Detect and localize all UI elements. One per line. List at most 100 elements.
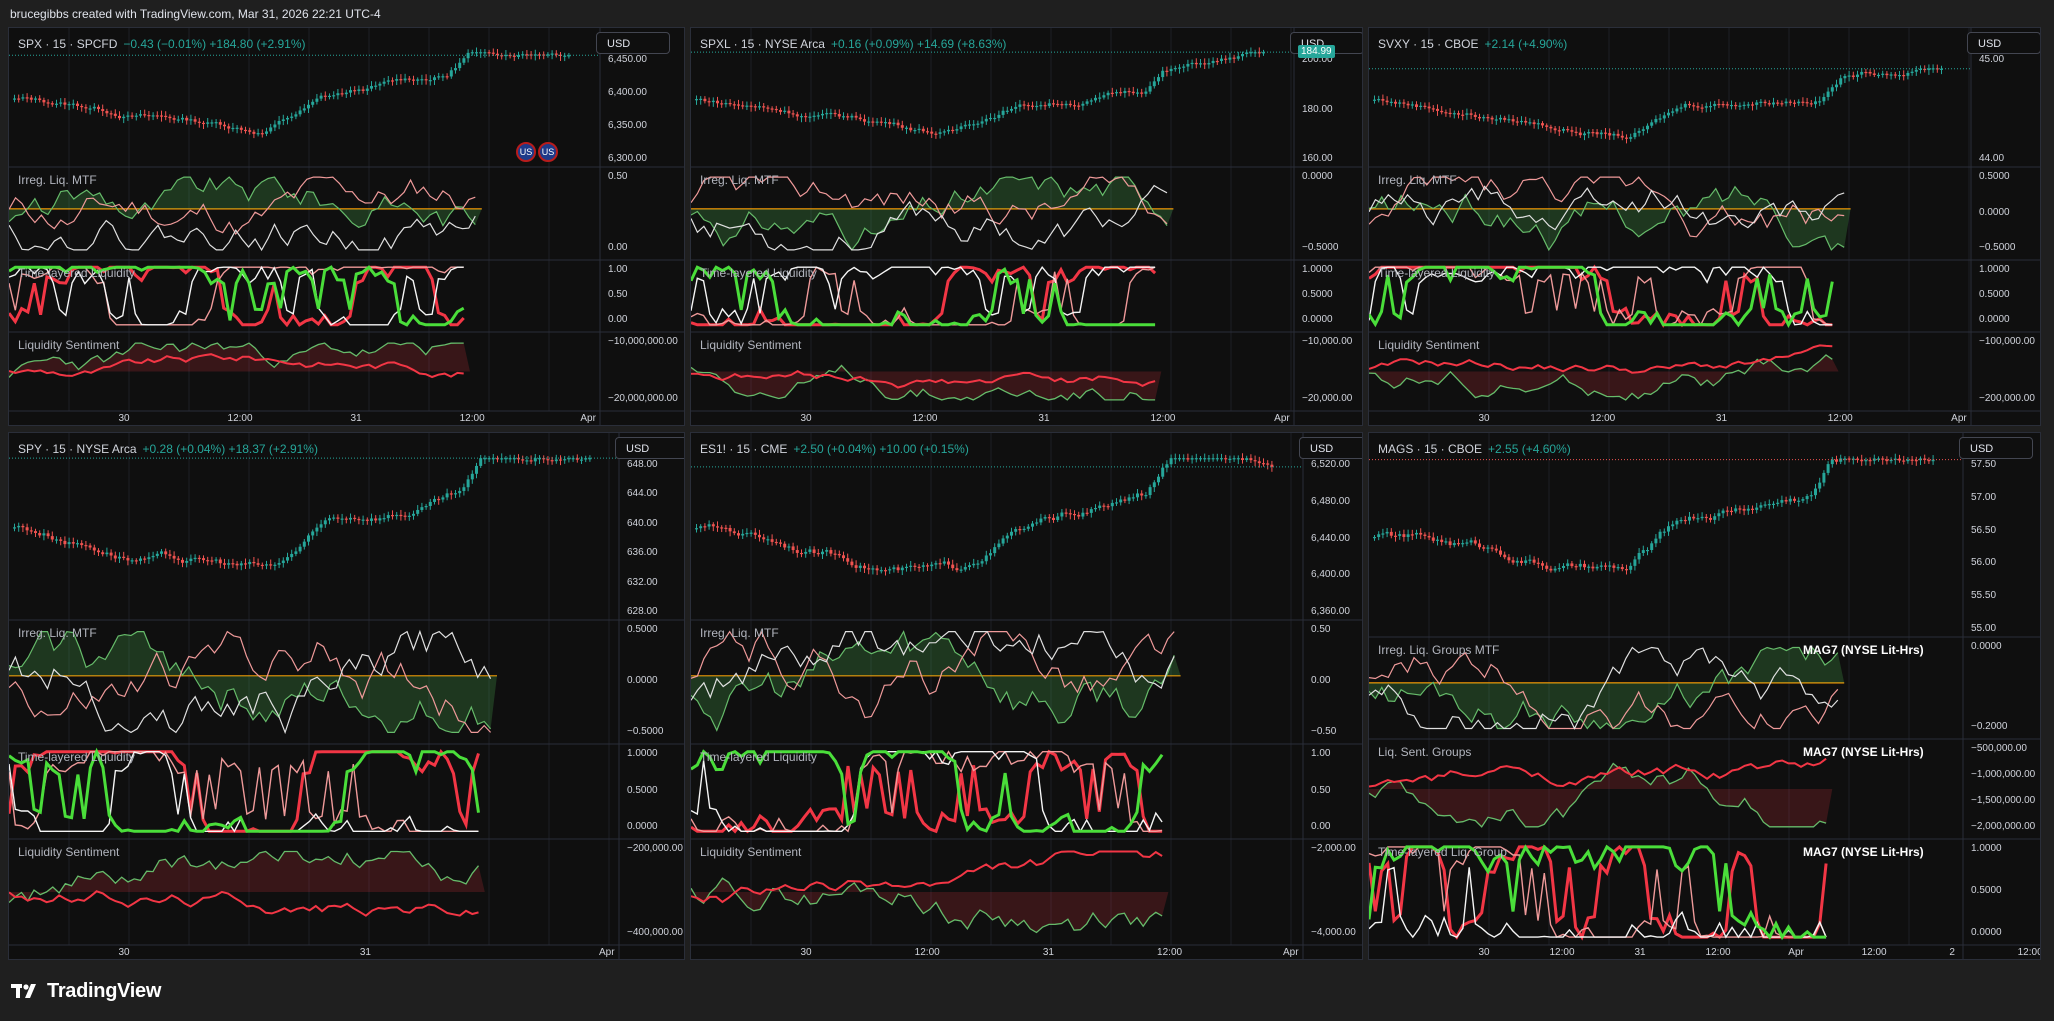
price-axis-label: 57.50	[1971, 459, 1997, 470]
indicator-label[interactable]: Irreg. Liq. MTF	[700, 173, 779, 187]
symbol-legend[interactable]: SPX · 15 · SPCFD −0.43 (−0.01%) +184.80 (…	[18, 37, 306, 51]
indicator-label[interactable]: Liquidity Sentiment	[18, 845, 120, 859]
price-change: +0.16 (+0.09%) +14.69 (+8.63%)	[830, 37, 1007, 51]
indicator-axis-label: −20,000.00	[1302, 393, 1353, 404]
symbol-name: MAGS · 15 · CBOE	[1378, 442, 1483, 456]
time-axis-label: 12:00	[1549, 947, 1575, 958]
price-axis-label: 6,300.00	[608, 153, 647, 164]
time-axis-label: Apr	[599, 947, 615, 958]
indicator-label[interactable]: Liquidity Sentiment	[700, 845, 802, 859]
symbol-legend[interactable]: SPY · 15 · NYSE Arca +0.28 (+0.04%) +18.3…	[18, 442, 318, 456]
time-axis-label: 12:00	[2017, 947, 2041, 958]
price-axis-label: 644.00	[627, 488, 658, 500]
time-axis-label: 30	[118, 947, 130, 958]
currency-button[interactable]: USD	[1299, 437, 1362, 459]
chart-panel[interactable]: ES1! · 15 · CME +2.50 (+0.04%) +10.00 (+0…	[690, 432, 1363, 960]
indicator-label[interactable]: Liq. Sent. Groups	[1378, 745, 1472, 759]
footer-bar: TradingView	[0, 965, 2054, 1021]
indicator-plot-tl	[691, 265, 1157, 327]
indicator-axis-label: −10,000,000.00	[608, 336, 678, 347]
time-axis-label: 30	[118, 413, 130, 424]
indicator-label[interactable]: Liquidity Sentiment	[18, 338, 120, 352]
us-flag-event-icon[interactable]: US	[516, 142, 536, 162]
indicator-axis-label: 0.00	[608, 314, 628, 325]
price-axis-label: 636.00	[627, 547, 658, 559]
symbol-name: ES1! · 15 · CME	[700, 442, 788, 456]
indicator-plot-sent	[1369, 344, 1839, 401]
indicator-label[interactable]: Time-layered Liquidity	[1378, 266, 1495, 280]
chart-canvas[interactable]	[9, 433, 685, 960]
indicator-label[interactable]: Liquidity Sentiment	[700, 338, 802, 352]
time-axis-label: 12:00	[1861, 947, 1887, 958]
indicator-label[interactable]: Time-layered Liquidity	[700, 266, 817, 280]
time-axis-label: 31	[359, 947, 371, 958]
price-axis-label: 56.00	[1971, 557, 1997, 569]
price-candles	[695, 47, 1265, 139]
indicator-axis-label: −400,000.00	[627, 927, 683, 938]
price-axis-label: 6,350.00	[608, 120, 647, 131]
indicator-label[interactable]: Liquidity Sentiment	[1378, 338, 1480, 352]
indicator-plot-tl	[1369, 264, 1834, 329]
indicator-label[interactable]: Time-layered Liquidity	[18, 750, 135, 764]
price-axis-label: 57.00	[1971, 491, 1997, 503]
chart-panel[interactable]: SPX · 15 · SPCFD −0.43 (−0.01%) +184.80 (…	[8, 27, 685, 426]
chart-canvas[interactable]	[1369, 433, 2041, 960]
indicator-axis-label: −0.5000	[1979, 242, 2016, 253]
chart-panel[interactable]: SPXL · 15 · NYSE Arca +0.16 (+0.09%) +14.…	[690, 27, 1363, 426]
indicator-axis-label: −1,500,000.00	[1971, 795, 2036, 806]
price-change: −0.43 (−0.01%) +184.80 (+2.91%)	[123, 37, 306, 51]
chart-canvas[interactable]	[691, 433, 1363, 960]
price-change: +2.55 (+4.60%)	[1488, 442, 1571, 456]
price-axis-label: 56.50	[1971, 524, 1997, 536]
indicator-axis-label: −500,000.00	[1971, 743, 2027, 754]
chart-panel[interactable]: SPY · 15 · NYSE Arca +0.28 (+0.04%) +18.3…	[8, 432, 685, 960]
time-axis-label: 12:00	[914, 947, 940, 958]
indicator-label[interactable]: Time-layered Liq. Group	[1378, 845, 1507, 859]
time-axis-label: 31	[1634, 947, 1646, 958]
last-price-tag: 184.99	[1298, 45, 1335, 59]
indicator-axis-label: −4,000.00	[1311, 927, 1356, 938]
symbol-legend[interactable]: ES1! · 15 · CME +2.50 (+0.04%) +10.00 (+0…	[700, 442, 969, 456]
indicator-plot-tl	[9, 747, 480, 834]
indicator-axis-label: 0.5000	[627, 624, 658, 635]
currency-button[interactable]: USD	[1959, 437, 2033, 459]
chart-panel[interactable]: SVXY · 15 · CBOE +2.14 (+4.90%) USD 45.00 44…	[1368, 27, 2041, 426]
price-change: +2.50 (+0.04%) +10.00 (+0.15%)	[793, 442, 969, 456]
indicator-label[interactable]: Irreg. Liq. MTF	[18, 626, 97, 640]
indicator-axis-label: −1,000,000.00	[1971, 769, 2036, 780]
chart-panel[interactable]: MAGS · 15 · CBOE +2.55 (+4.60%) USD 57.50 57…	[1368, 432, 2041, 960]
symbol-name: SPXL · 15 · NYSE Arca	[700, 37, 825, 51]
chart-canvas[interactable]	[1369, 28, 2041, 426]
indicator-axis-label: 0.0000	[1979, 314, 2010, 325]
indicator-axis-label: 0.0000	[627, 821, 658, 832]
indicator-axis-label: −2,000.00	[1311, 843, 1356, 854]
indicator-label[interactable]: Irreg. Liq. MTF	[18, 173, 97, 187]
indicator-axis-label: 0.0000	[1302, 171, 1333, 182]
symbol-legend[interactable]: MAGS · 15 · CBOE +2.55 (+4.60%)	[1378, 442, 1571, 456]
time-axis-label: 12:00	[1827, 413, 1853, 424]
us-flag-event-icon[interactable]: US	[538, 142, 558, 162]
indicator-label[interactable]: Time-layered Liquidity	[18, 266, 135, 280]
indicator-label[interactable]: Irreg. Liq. MTF	[1378, 173, 1457, 187]
tradingview-logo[interactable]: TradingView	[11, 979, 161, 1003]
chart-canvas[interactable]	[691, 28, 1363, 426]
symbol-legend[interactable]: SVXY · 15 · CBOE +2.14 (+4.90%)	[1378, 37, 1567, 51]
indicator-plot-sent	[691, 364, 1162, 401]
indicator-axis-label: −2,000,000.00	[1971, 821, 2036, 832]
currency-button[interactable]: USD	[596, 32, 670, 54]
price-candles	[13, 453, 592, 571]
indicator-label[interactable]: Irreg. Liq. Groups MTF	[1378, 643, 1500, 657]
indicator-label[interactable]: Time-layered Liquidity	[700, 750, 817, 764]
symbol-legend[interactable]: SPXL · 15 · NYSE Arca +0.16 (+0.09%) +14.…	[700, 37, 1006, 51]
symbol-name: SPY · 15 · NYSE Arca	[18, 442, 137, 456]
currency-button[interactable]: USD	[1967, 32, 2040, 54]
indicator-axis-label: 0.00	[1311, 821, 1331, 832]
time-axis-label: 12:00	[227, 413, 253, 424]
indicator-label[interactable]: Irreg. Liq. MTF	[700, 626, 779, 640]
indicator-axis-label: 1.00	[608, 264, 628, 275]
currency-button[interactable]: USD	[615, 437, 684, 459]
chart-canvas[interactable]	[9, 28, 685, 426]
price-axis-label: 632.00	[627, 576, 658, 588]
indicator-axis-label: 0.0000	[1971, 927, 2002, 938]
